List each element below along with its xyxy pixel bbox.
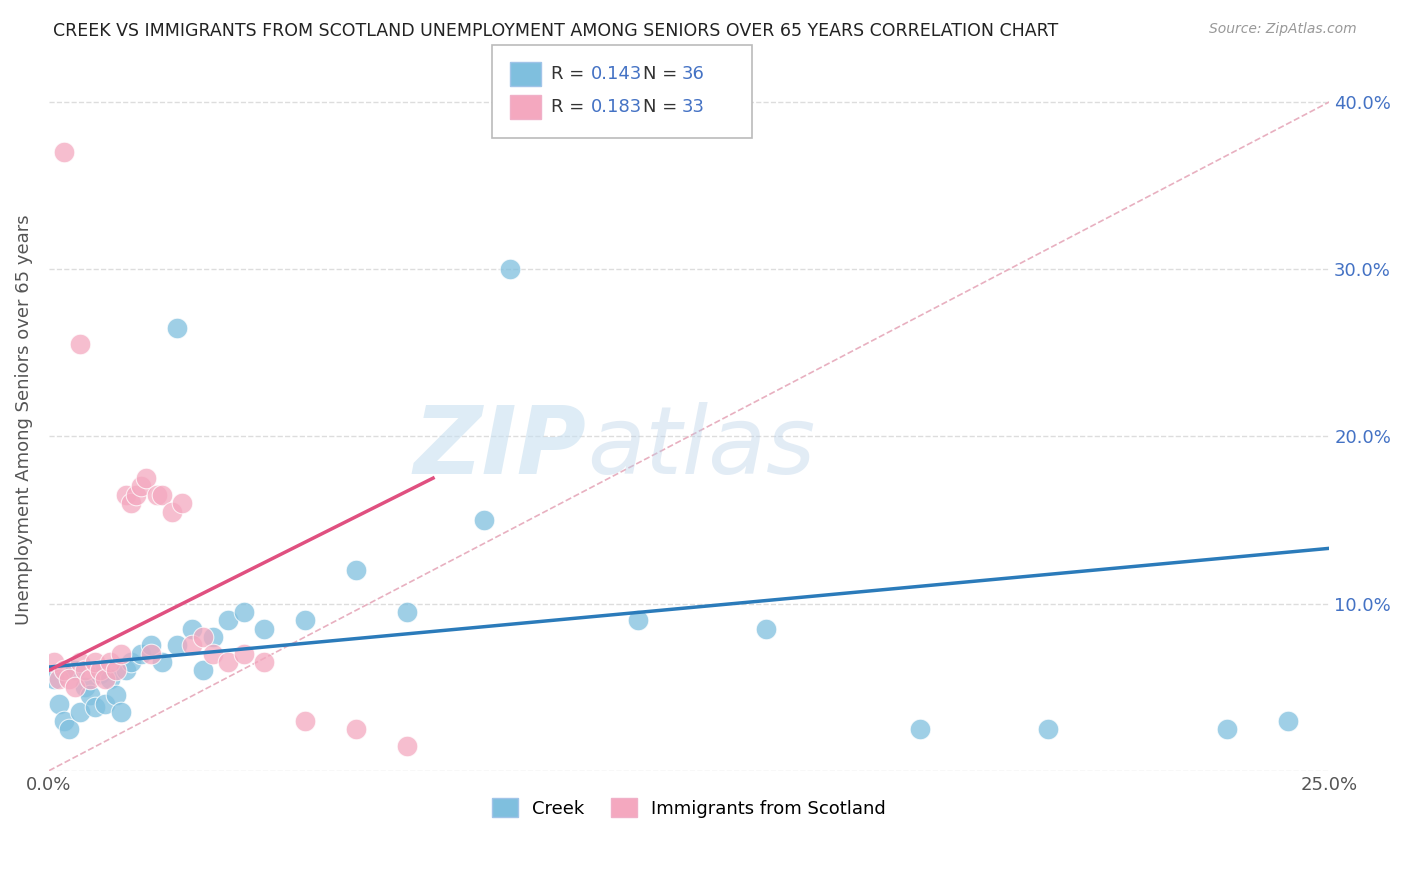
Point xyxy=(79,672,101,686)
Text: R =: R = xyxy=(551,98,591,116)
Point xyxy=(114,664,136,678)
Point xyxy=(1216,722,1239,736)
Text: atlas: atlas xyxy=(586,402,815,493)
Text: Source: ZipAtlas.com: Source: ZipAtlas.com xyxy=(1209,22,1357,37)
Point xyxy=(141,638,163,652)
Point xyxy=(396,605,419,619)
Legend: Creek, Immigrants from Scotland: Creek, Immigrants from Scotland xyxy=(485,791,893,825)
Point xyxy=(499,262,522,277)
Point xyxy=(1036,722,1059,736)
Point xyxy=(135,471,157,485)
Point xyxy=(69,705,91,719)
Point xyxy=(145,488,167,502)
Point xyxy=(191,664,214,678)
Point xyxy=(69,337,91,351)
Point xyxy=(217,655,239,669)
Point xyxy=(181,638,204,652)
Point xyxy=(120,496,142,510)
Point xyxy=(172,496,194,510)
Point xyxy=(294,613,316,627)
Point xyxy=(53,145,76,160)
Text: CREEK VS IMMIGRANTS FROM SCOTLAND UNEMPLOYMENT AMONG SENIORS OVER 65 YEARS CORRE: CREEK VS IMMIGRANTS FROM SCOTLAND UNEMPL… xyxy=(53,22,1059,40)
Text: 0.143: 0.143 xyxy=(591,65,643,83)
Point xyxy=(104,664,127,678)
Point xyxy=(100,672,122,686)
Point xyxy=(201,630,224,644)
Point xyxy=(755,622,778,636)
Point xyxy=(191,630,214,644)
Point xyxy=(53,664,76,678)
Point xyxy=(150,488,173,502)
Point xyxy=(94,697,117,711)
Text: 33: 33 xyxy=(682,98,704,116)
Point xyxy=(129,479,152,493)
Point xyxy=(94,672,117,686)
Point xyxy=(53,714,76,728)
Point xyxy=(166,638,188,652)
Point xyxy=(181,622,204,636)
Point xyxy=(42,672,65,686)
Point xyxy=(232,647,254,661)
Point xyxy=(84,700,107,714)
Point xyxy=(472,513,495,527)
Point xyxy=(166,320,188,334)
Text: R =: R = xyxy=(551,65,591,83)
Point xyxy=(73,680,96,694)
Point xyxy=(141,647,163,661)
Point xyxy=(42,655,65,669)
Point xyxy=(69,655,91,669)
Point xyxy=(217,613,239,627)
Point xyxy=(79,689,101,703)
Point xyxy=(201,647,224,661)
Point xyxy=(125,488,148,502)
Point xyxy=(104,689,127,703)
Point xyxy=(110,705,132,719)
Point xyxy=(89,664,111,678)
Point xyxy=(396,739,419,753)
Point xyxy=(84,655,107,669)
Point xyxy=(294,714,316,728)
Point xyxy=(89,666,111,681)
Point xyxy=(160,504,183,518)
Point xyxy=(48,672,70,686)
Point xyxy=(100,655,122,669)
Text: ZIP: ZIP xyxy=(413,401,586,493)
Text: 36: 36 xyxy=(682,65,704,83)
Point xyxy=(114,488,136,502)
Point xyxy=(110,647,132,661)
Text: 0.183: 0.183 xyxy=(591,98,641,116)
Point xyxy=(908,722,931,736)
Point xyxy=(627,613,650,627)
Point xyxy=(232,605,254,619)
Text: N =: N = xyxy=(643,65,682,83)
Point xyxy=(58,722,80,736)
Point xyxy=(1277,714,1299,728)
Point xyxy=(63,680,86,694)
Point xyxy=(253,655,276,669)
Point xyxy=(63,664,86,678)
Point xyxy=(344,722,367,736)
Point xyxy=(129,647,152,661)
Point xyxy=(150,655,173,669)
Point xyxy=(73,664,96,678)
Point xyxy=(48,697,70,711)
Text: N =: N = xyxy=(643,98,682,116)
Point xyxy=(58,672,80,686)
Point xyxy=(253,622,276,636)
Point xyxy=(120,655,142,669)
Y-axis label: Unemployment Among Seniors over 65 years: Unemployment Among Seniors over 65 years xyxy=(15,214,32,625)
Point xyxy=(344,563,367,577)
